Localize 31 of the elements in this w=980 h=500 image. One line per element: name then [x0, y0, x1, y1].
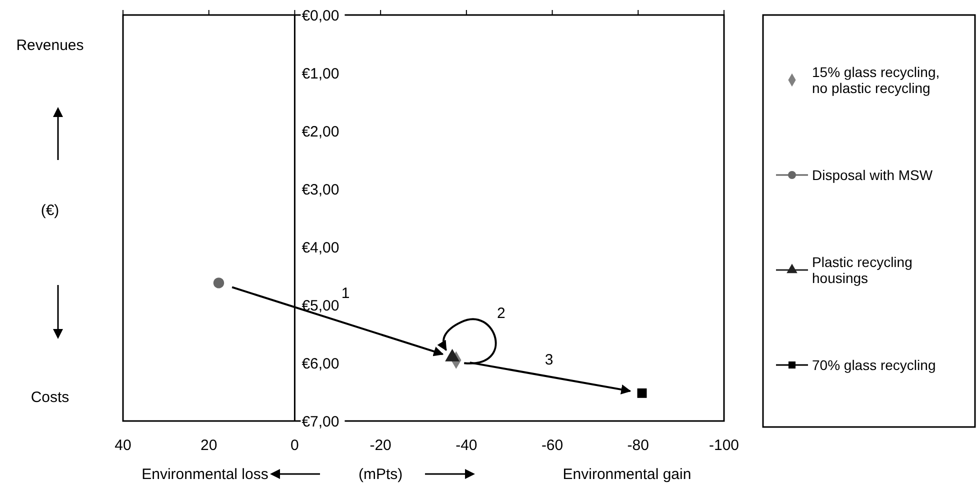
- text: Environmental loss: [142, 466, 268, 483]
- y-tick-label: €4,00: [302, 239, 340, 256]
- x-tick-label: -80: [627, 437, 649, 454]
- y-tick-label: €6,00: [302, 355, 340, 372]
- annotation: 3: [544, 352, 554, 369]
- annotation: 2: [496, 305, 506, 322]
- text: Environmental gain: [562, 466, 692, 483]
- x-tick-label: 40: [114, 437, 132, 454]
- y-axis-title: (€): [40, 202, 60, 219]
- x-tick-label: -20: [370, 437, 392, 454]
- legend-label: 15% glass recycling, no plastic recycling: [812, 64, 940, 96]
- x-axis-title: (mPts): [358, 466, 403, 483]
- legend-label: Plastic recycling housings: [812, 254, 912, 286]
- annotation: 1: [341, 285, 350, 302]
- text: Revenues: [16, 37, 84, 54]
- y-tick-label: €1,00: [302, 65, 340, 82]
- y-tick-label: €2,00: [302, 123, 340, 140]
- point: [637, 388, 647, 398]
- point: [213, 278, 224, 288]
- x-tick-label: -60: [541, 437, 564, 454]
- y-tick-label: €5,00: [302, 297, 340, 314]
- text: Costs: [30, 389, 70, 406]
- y-tick-label: €0,00: [302, 7, 340, 24]
- x-tick-label: -40: [456, 437, 478, 454]
- y-tick-label: €3,00: [302, 181, 340, 198]
- x-tick-label: 20: [200, 437, 218, 454]
- legend-label: 70% glass recycling: [812, 356, 936, 373]
- x-tick-label: -100: [708, 437, 740, 454]
- legend-label: Disposal with MSW: [812, 166, 934, 183]
- y-tick-label: €7,00: [302, 413, 340, 430]
- x-tick-label: 0: [290, 437, 299, 454]
